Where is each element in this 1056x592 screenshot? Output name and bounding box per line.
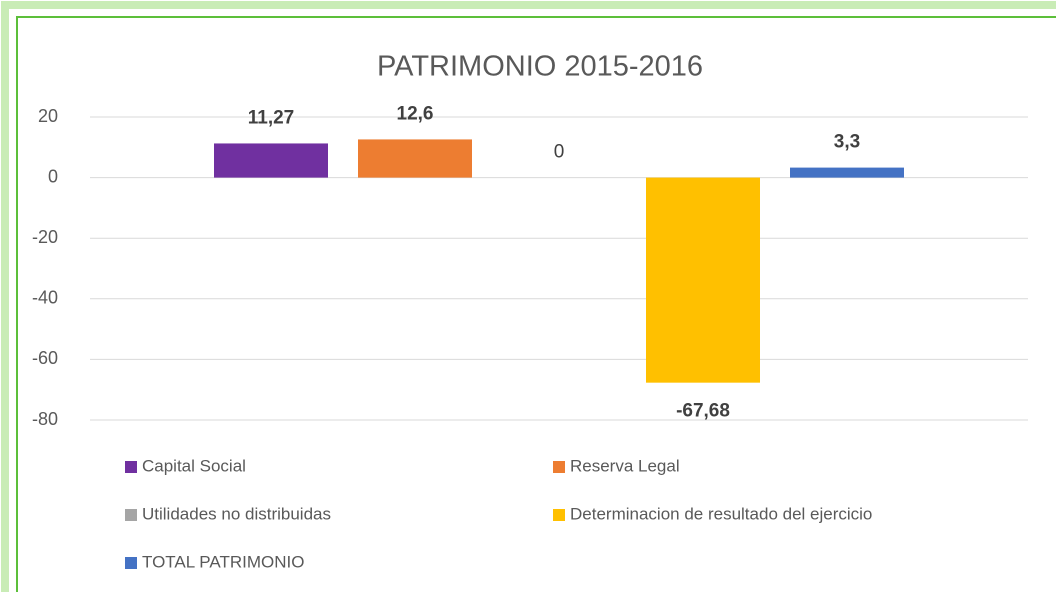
legend-swatch	[553, 509, 565, 521]
bar	[790, 167, 904, 178]
y-tick-label: 0	[48, 166, 58, 186]
data-label: 11,27	[248, 107, 295, 128]
legend-swatch	[125, 461, 137, 473]
bar	[646, 177, 760, 383]
data-label: 3,3	[834, 132, 860, 153]
y-tick-label: 20	[38, 106, 58, 126]
data-label: 12,6	[397, 103, 434, 124]
frame	[16, 16, 1056, 592]
y-tick-label: -20	[32, 227, 58, 247]
y-tick-label: -60	[32, 348, 58, 368]
legend-swatch	[553, 461, 565, 473]
legend-label: Utilidades no distribuidas	[142, 504, 331, 523]
bar	[214, 143, 328, 178]
y-tick-label: -80	[32, 409, 58, 429]
data-label: -67,68	[676, 401, 730, 422]
bar	[358, 139, 472, 178]
legend-label: Determinacion de resultado del ejercicio	[570, 504, 872, 523]
legend-swatch	[125, 557, 137, 569]
legend-label: Capital Social	[142, 456, 246, 475]
y-tick-label: -40	[32, 288, 58, 308]
chart-title: PATRIMONIO 2015-2016	[377, 51, 703, 83]
legend-swatch	[125, 509, 137, 521]
data-label: 0	[554, 142, 565, 163]
legend-label: Reserva Legal	[570, 456, 680, 475]
legend-label: TOTAL PATRIMONIO	[142, 552, 304, 571]
